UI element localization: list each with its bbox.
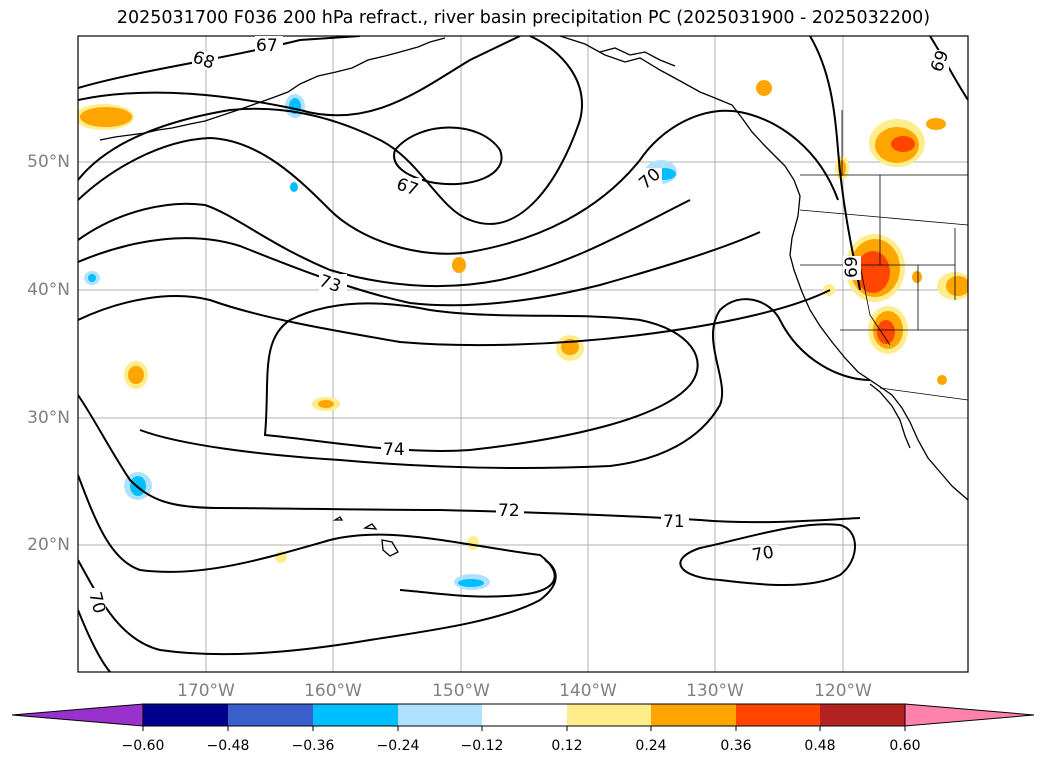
contour-label: 67 bbox=[256, 36, 278, 56]
colorbar-segment bbox=[567, 704, 651, 726]
contour-label: 70 bbox=[751, 542, 776, 565]
colorbar-segment bbox=[143, 704, 228, 726]
contour-label: 69 bbox=[842, 256, 862, 278]
contour-label-group: 67 68 67 70 73 74 72 71 70 70 69 69 bbox=[84, 36, 953, 616]
colorbar-tick-label: 0.12 bbox=[551, 738, 583, 754]
lon-label: 170°W bbox=[177, 681, 235, 701]
colorbar-extend-high bbox=[904, 703, 1035, 727]
refractivity-contours bbox=[78, 36, 968, 672]
lon-label: 150°W bbox=[432, 681, 490, 701]
colorbar-tick-label: −0.48 bbox=[206, 738, 250, 754]
colorbar-tick-label: −0.36 bbox=[291, 738, 335, 754]
colorbar-tick-label: 0.36 bbox=[720, 738, 752, 754]
colorbar bbox=[11, 703, 1035, 731]
colorbar-extend-low bbox=[11, 703, 144, 727]
lat-label: 20°N bbox=[27, 535, 70, 555]
coastlines bbox=[99, 36, 968, 557]
lon-label: 120°W bbox=[814, 681, 872, 701]
lon-label: 130°W bbox=[686, 681, 744, 701]
boundaries bbox=[799, 110, 968, 401]
lon-label: 140°W bbox=[559, 681, 617, 701]
colorbar-tick-label: 0.24 bbox=[635, 738, 667, 754]
colorbar-segment bbox=[398, 704, 482, 726]
map-frame bbox=[77, 35, 969, 673]
colorbar-segment bbox=[482, 704, 567, 726]
colorbar-tick-label: −0.60 bbox=[121, 738, 165, 754]
colorbar-tick-label: 0.60 bbox=[889, 738, 921, 754]
colorbar-segment bbox=[651, 704, 736, 726]
lat-label: 30°N bbox=[27, 408, 70, 428]
contour-label: 72 bbox=[498, 501, 520, 521]
lon-label: 160°W bbox=[304, 681, 362, 701]
colorbar-segment bbox=[736, 704, 820, 726]
colorbar-tick-label: −0.12 bbox=[460, 738, 504, 754]
colorbar-segment bbox=[228, 704, 313, 726]
lat-label: 40°N bbox=[27, 280, 70, 300]
colorbar-tick-label: −0.24 bbox=[376, 738, 420, 754]
contour-label: 71 bbox=[663, 512, 685, 532]
map-title: 2025031700 F036 200 hPa refract., river … bbox=[116, 8, 931, 28]
colorbar-segment bbox=[313, 704, 398, 726]
lat-label: 50°N bbox=[27, 152, 70, 172]
colorbar-segment bbox=[820, 704, 905, 726]
contour-label: 74 bbox=[383, 440, 405, 460]
colorbar-tick-label: 0.48 bbox=[804, 738, 836, 754]
